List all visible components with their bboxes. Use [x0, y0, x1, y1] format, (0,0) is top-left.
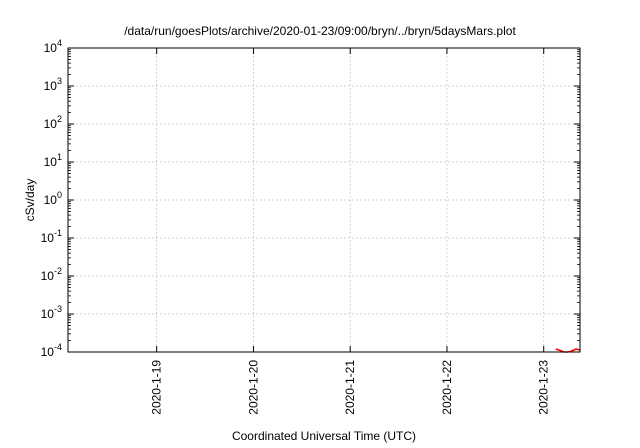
y-tick-label: 10-4: [41, 342, 62, 359]
y-tick-label: 102: [44, 114, 62, 131]
y-tick-label: 10-3: [41, 304, 62, 321]
x-tick-label: 2020-1-19: [150, 360, 164, 415]
y-tick-label: 103: [44, 76, 62, 93]
plot-frame: [67, 47, 581, 353]
y-tick-label: 104: [44, 38, 62, 55]
x-axis-label: Coordinated Universal Time (UTC): [232, 429, 416, 443]
y-tick-label: 10-2: [41, 266, 62, 283]
y-tick-label: 101: [44, 152, 62, 169]
y-axis: 10-4 10-3 10-2 10-1 100 101 102 103 104: [41, 38, 580, 359]
x-tick-label: 2020-1-22: [440, 360, 454, 415]
x-axis: 2020-1-19 2020-1-20 2020-1-21 2020-1-22 2020…: [150, 48, 551, 415]
y-tick-label: 10-1: [41, 228, 62, 245]
x-tick-label: 2020-1-23: [537, 360, 551, 415]
y-tick-label: 100: [44, 190, 62, 207]
chart-title: /data/run/goesPlots/archive/2020-01-23/0…: [124, 24, 516, 38]
grid-lines: [68, 48, 580, 352]
y-axis-label: cSv/day: [23, 179, 37, 222]
x-tick-label: 2020-1-20: [246, 360, 260, 415]
x-tick-label: 2020-1-21: [343, 360, 357, 415]
